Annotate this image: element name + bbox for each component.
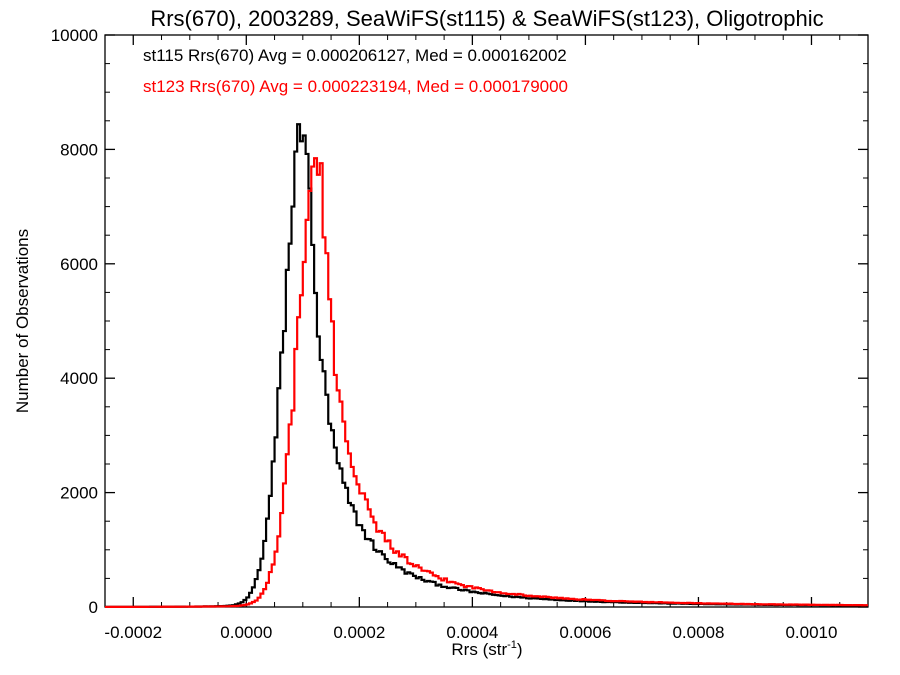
- x-axis-label-main: Rrs (str: [451, 640, 507, 659]
- x-axis-label-superscript: -1: [507, 639, 517, 651]
- x-tick-label: 0.0004: [446, 623, 498, 642]
- series-layer: [105, 123, 868, 609]
- x-axis-label: Rrs (str-1): [451, 639, 522, 659]
- x-tick-label: 0.0002: [333, 623, 385, 642]
- y-tick-label: 4000: [60, 369, 98, 388]
- x-tick-label: 0.0000: [220, 623, 272, 642]
- y-tick-label: 0: [89, 598, 98, 617]
- series-line-st115: [105, 123, 868, 608]
- chart-title: Rrs(670), 2003289, SeaWiFS(st115) & SeaW…: [150, 6, 823, 31]
- x-tick-label: 0.0010: [785, 623, 837, 642]
- x-tick-label: -0.0002: [104, 623, 162, 642]
- series-line-st123: [105, 157, 868, 609]
- legend-entry-st123: st123 Rrs(670) Avg = 0.000223194, Med = …: [143, 77, 568, 96]
- plot-frame: [104, 34, 869, 608]
- x-tick-label: 0.0006: [559, 623, 611, 642]
- y-tick-label: 8000: [60, 140, 98, 159]
- y-tick-label: 6000: [60, 255, 98, 274]
- x-axis-ticks: -0.0002 0.0000 0.0002 0.0004 0.0006 0.0008 0.0…: [104, 35, 869, 642]
- y-tick-label: 10000: [51, 26, 98, 45]
- legend-entry-st115: st115 Rrs(670) Avg = 0.000206127, Med = …: [143, 46, 567, 65]
- x-axis-label-close: ): [517, 640, 523, 659]
- y-axis-label: Number of Observations: [13, 229, 32, 413]
- y-axis-ticks: 0 2000 4000 6000 8000 10000: [51, 26, 868, 617]
- y-tick-label: 2000: [60, 484, 98, 503]
- x-tick-label: 0.0008: [672, 623, 724, 642]
